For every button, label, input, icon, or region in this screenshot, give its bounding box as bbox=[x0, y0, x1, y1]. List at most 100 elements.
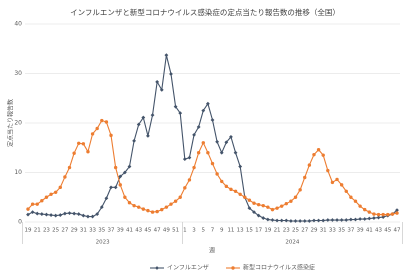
x-tick-label: 1 bbox=[183, 228, 187, 234]
data-point bbox=[86, 214, 90, 219]
data-point bbox=[137, 205, 141, 209]
x-tick-label: 19 bbox=[264, 228, 271, 234]
data-point bbox=[289, 219, 293, 223]
data-point bbox=[284, 201, 288, 206]
data-point bbox=[104, 196, 109, 201]
data-point bbox=[123, 195, 127, 199]
data-point bbox=[229, 134, 233, 139]
data-point bbox=[358, 204, 362, 208]
data-point bbox=[321, 153, 325, 157]
data-point bbox=[77, 141, 81, 145]
data-point bbox=[386, 212, 390, 217]
data-point bbox=[312, 218, 316, 223]
x-tick-label: 43 bbox=[375, 228, 382, 234]
data-point bbox=[321, 218, 326, 223]
x-axis-label: 週 bbox=[209, 247, 215, 255]
data-point bbox=[30, 202, 35, 206]
data-point bbox=[30, 210, 35, 214]
series-line bbox=[27, 55, 398, 222]
data-point bbox=[86, 150, 90, 154]
data-point bbox=[53, 190, 58, 194]
data-point bbox=[201, 108, 206, 113]
data-point bbox=[141, 207, 146, 211]
data-point bbox=[312, 152, 316, 157]
data-point bbox=[335, 177, 339, 182]
data-point bbox=[173, 104, 178, 109]
data-point bbox=[367, 210, 372, 214]
data-point bbox=[252, 201, 256, 205]
x-tick-label: 13 bbox=[237, 228, 244, 234]
x-tick-label: 39 bbox=[357, 228, 364, 234]
x-tick-label: 17 bbox=[255, 228, 262, 234]
x-tick-label: 19 bbox=[25, 228, 32, 234]
data-point bbox=[372, 216, 376, 220]
data-point bbox=[40, 199, 44, 203]
data-point bbox=[169, 72, 173, 76]
x-tick-label: 41 bbox=[126, 228, 133, 234]
data-point bbox=[109, 185, 113, 190]
data-point bbox=[205, 101, 210, 106]
data-point bbox=[265, 217, 270, 222]
data-point bbox=[146, 133, 150, 138]
data-point bbox=[330, 218, 335, 222]
y-tick-label: 30 bbox=[14, 70, 22, 77]
data-point bbox=[270, 207, 275, 212]
x-tick-label: 33 bbox=[89, 228, 96, 234]
data-point bbox=[210, 161, 215, 166]
data-point bbox=[109, 133, 113, 138]
year-label: 2024 bbox=[285, 240, 299, 246]
data-point bbox=[35, 202, 39, 206]
x-tick-label: 5 bbox=[202, 228, 206, 234]
x-tick-label: 47 bbox=[154, 228, 161, 234]
data-point bbox=[44, 195, 49, 199]
data-point bbox=[118, 174, 123, 179]
data-point bbox=[275, 218, 279, 223]
data-point bbox=[127, 164, 132, 169]
data-point bbox=[210, 118, 215, 122]
data-point bbox=[298, 219, 303, 223]
data-point bbox=[192, 132, 196, 137]
data-point bbox=[76, 212, 81, 216]
data-point bbox=[90, 214, 95, 219]
legend-label: 新型コロナウイルス感染症 bbox=[243, 264, 315, 272]
data-point bbox=[104, 120, 109, 124]
x-tick-label: 31 bbox=[80, 228, 87, 234]
legend-marker bbox=[155, 266, 159, 270]
data-point bbox=[169, 202, 173, 206]
data-point bbox=[53, 213, 58, 218]
data-point bbox=[90, 132, 95, 136]
data-point bbox=[381, 215, 386, 219]
x-tick-label: 45 bbox=[144, 228, 151, 234]
data-point bbox=[118, 183, 122, 187]
data-point bbox=[243, 195, 247, 199]
x-tick-label: 49 bbox=[163, 228, 170, 234]
data-point bbox=[376, 212, 381, 217]
data-point bbox=[353, 217, 358, 222]
x-tick-label: 45 bbox=[384, 228, 391, 234]
x-tick-label: 47 bbox=[394, 228, 401, 234]
x-tick-label: 35 bbox=[338, 228, 345, 234]
data-point bbox=[298, 188, 302, 192]
x-tick-label: 27 bbox=[301, 228, 308, 234]
data-point bbox=[58, 185, 62, 190]
data-point bbox=[35, 211, 40, 216]
data-point bbox=[81, 142, 86, 146]
data-point bbox=[395, 211, 399, 215]
x-tick-label: 21 bbox=[34, 228, 41, 234]
y-tick-label: 10 bbox=[14, 169, 22, 176]
data-point bbox=[127, 200, 132, 205]
data-point bbox=[164, 205, 169, 209]
data-point bbox=[326, 168, 330, 173]
data-point bbox=[26, 207, 30, 211]
data-point bbox=[395, 208, 399, 213]
data-point bbox=[390, 212, 395, 216]
data-point bbox=[252, 210, 256, 214]
data-point bbox=[95, 212, 100, 216]
x-tick-label: 7 bbox=[211, 228, 215, 234]
data-point bbox=[150, 210, 155, 214]
data-point bbox=[39, 212, 44, 216]
data-point bbox=[325, 218, 330, 222]
data-point bbox=[335, 218, 339, 222]
data-point bbox=[81, 213, 86, 218]
data-point bbox=[72, 211, 77, 216]
